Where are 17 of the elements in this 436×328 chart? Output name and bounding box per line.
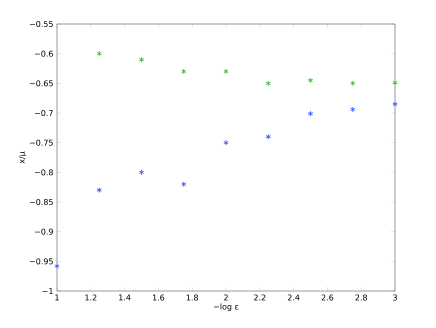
point xyxy=(181,68,186,74)
point xyxy=(223,140,229,146)
point xyxy=(350,80,356,86)
point xyxy=(223,68,229,74)
point xyxy=(96,50,102,57)
point xyxy=(138,169,144,176)
point xyxy=(350,106,356,112)
point xyxy=(308,77,314,84)
point xyxy=(138,56,144,62)
point xyxy=(392,80,398,86)
point xyxy=(181,181,186,188)
point xyxy=(266,80,271,86)
point xyxy=(392,101,398,107)
point xyxy=(54,263,60,269)
point xyxy=(308,110,314,116)
point xyxy=(96,187,102,194)
point xyxy=(266,134,271,140)
